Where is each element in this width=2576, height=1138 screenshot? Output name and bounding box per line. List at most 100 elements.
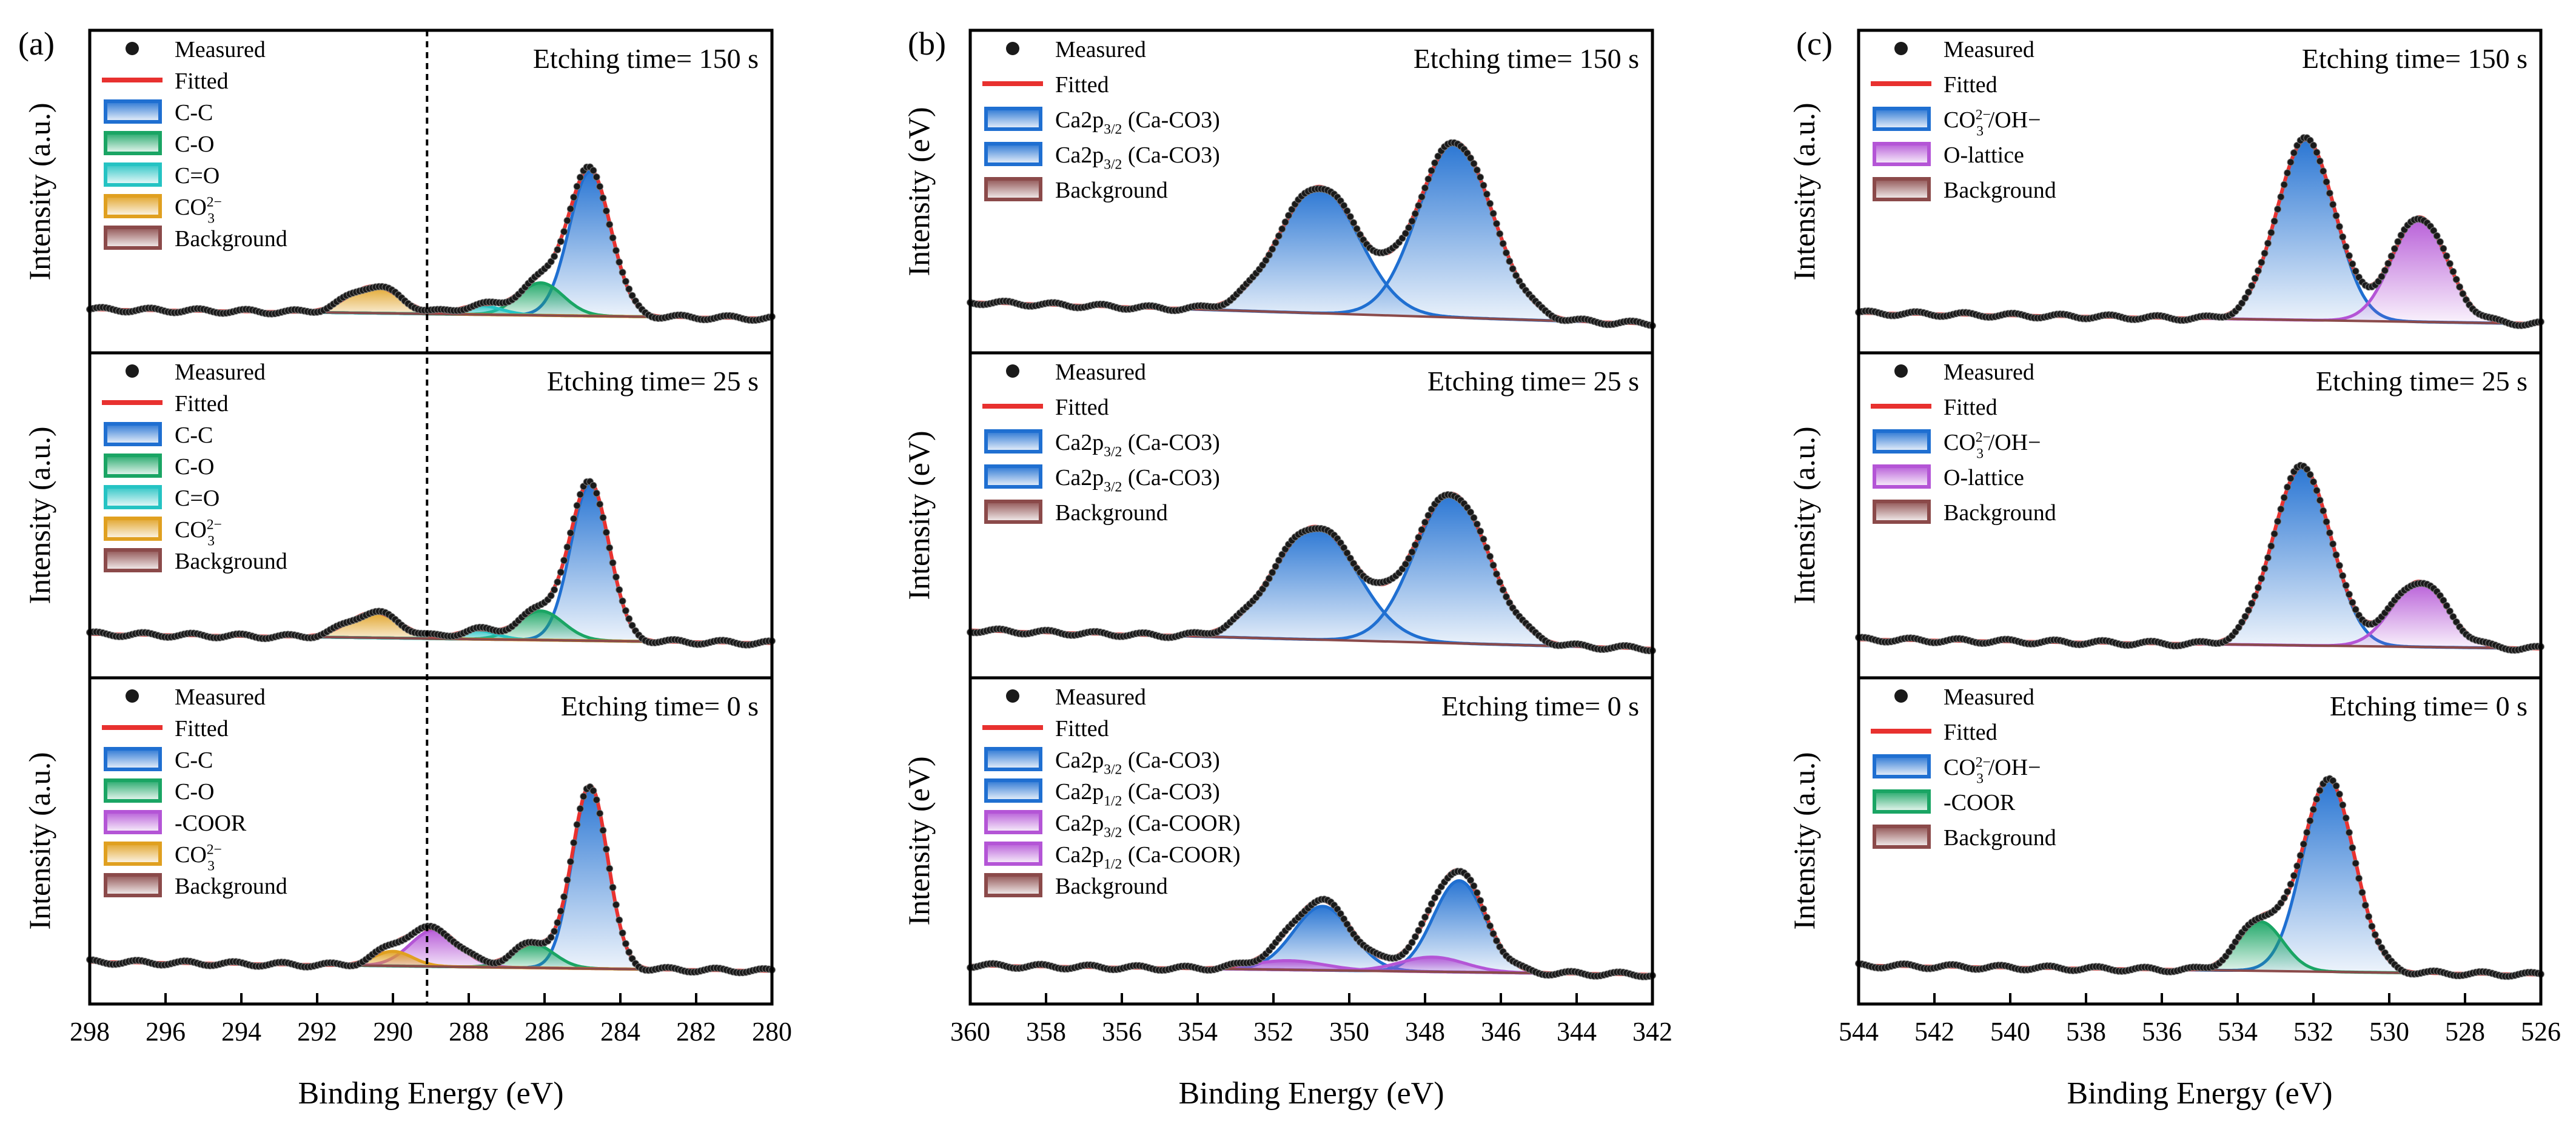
legend-item-c-o: C-O (104, 778, 214, 805)
y-axis-label: Intensity (a.u.) (22, 752, 56, 930)
measured-point (2342, 814, 2350, 822)
measured-point (2332, 551, 2340, 559)
x-axis-label: Binding Energy (eV) (298, 1076, 563, 1111)
measured-point (596, 809, 604, 817)
measured-point (1281, 218, 1289, 226)
measured-point (547, 258, 555, 266)
x-tick-label: 528 (2445, 1017, 2485, 1046)
measured-point (551, 928, 558, 936)
measured-point (1421, 518, 1429, 526)
measured-point (1421, 913, 1429, 921)
legend-item-fitted: Fitted (1871, 72, 1997, 98)
measured-point (2277, 899, 2285, 907)
measured-point (2284, 483, 2292, 491)
subplot-title: Etching time= 150 s (2302, 43, 2527, 74)
measured-point (563, 543, 571, 551)
measured-point (1480, 535, 1488, 543)
measured-point (2394, 238, 2402, 246)
measured-point (573, 501, 581, 509)
measured-point (547, 592, 555, 600)
measured-point (592, 489, 600, 497)
measured-point (2310, 478, 2317, 486)
legend-label: Ca2p3/2 (Ca-CO3) (1055, 107, 1220, 138)
measured-point (2270, 530, 2278, 538)
measured-point (2303, 466, 2311, 474)
measured-point (1411, 933, 1419, 941)
legend-marker (1006, 42, 1019, 55)
legend-label: Measured (1055, 360, 1146, 385)
measured-point (563, 216, 571, 224)
legend-item-fitted: Fitted (102, 69, 229, 94)
legend-label: CO2− 3/OH− (1944, 755, 2041, 787)
panel-a: (a) Etching time= 150 s Measured Fitted C-C C… (18, 25, 792, 1111)
measured-point (2345, 252, 2353, 259)
measured-point (551, 252, 558, 260)
measured-point (1405, 943, 1413, 951)
x-tick-label: 354 (1178, 1017, 1218, 1046)
measured-point (2280, 894, 2288, 902)
measured-point (2378, 273, 2386, 281)
legend-label: Background (175, 549, 287, 574)
legend-label: Ca2p1/2 (Ca-COOR) (1055, 842, 1241, 872)
measured-point (1480, 181, 1488, 189)
legend-label: Fitted (1944, 395, 1997, 420)
measured-point (576, 805, 584, 812)
measured-point (1408, 939, 1416, 946)
legend-label: CO2− 3 (175, 842, 222, 874)
component-coor-fill (90, 929, 772, 971)
measured-point (2440, 245, 2447, 252)
measured-points (1855, 775, 2544, 980)
measured-point (2352, 267, 2360, 275)
measured-point (1489, 210, 1497, 218)
measured-point (2261, 564, 2269, 572)
subplot-title: Etching time= 25 s (1427, 366, 1639, 397)
measured-point (2238, 300, 2246, 307)
legend-swatch (104, 810, 162, 834)
y-axis-label: Intensity (a.u.) (22, 427, 56, 604)
legend-item-measured: Measured (1006, 684, 1146, 710)
legend-item-o-lattice: O-lattice (1873, 464, 2024, 490)
measured-point (2303, 829, 2311, 836)
measured-point (2352, 859, 2360, 867)
legend-item-o-lattice: O-lattice (1873, 142, 2024, 168)
x-tick-label: 356 (1102, 1017, 1142, 1046)
legend-label: CO2− 3/OH− (1944, 107, 2041, 139)
legend-label: Measured (1944, 684, 2034, 710)
subplot-title: Etching time= 25 s (547, 366, 759, 397)
measured-point (2375, 938, 2383, 946)
measured-point (2433, 232, 2441, 239)
measured-point (1356, 231, 1364, 238)
measured-point (1418, 193, 1426, 201)
legend-label: Measured (175, 684, 266, 710)
measured-point (2361, 902, 2369, 909)
legend-item-measured: Measured (1894, 37, 2034, 62)
measured-point (1415, 202, 1423, 210)
legend-swatch (984, 842, 1042, 866)
measured-point (1486, 199, 1494, 207)
measured-point (2241, 294, 2249, 302)
measured-point (2449, 613, 2457, 621)
x-tick-label: 526 (2521, 1017, 2561, 1046)
legend-label: O-lattice (1944, 142, 2024, 168)
y-axis-label: Intensity (eV) (902, 756, 936, 925)
component-ca2p3-2-ca-co3-fill (970, 494, 1652, 649)
measured-point (2310, 806, 2317, 814)
x-tick-label: 294 (221, 1017, 261, 1046)
y-axis-label-text: Intensity (eV) (902, 107, 936, 276)
measured-point (1512, 272, 1520, 279)
measured-point (619, 269, 626, 276)
y-axis-label: Intensity (a.u.) (1787, 752, 1821, 930)
measured-point (2264, 554, 2272, 561)
measured-point (1434, 152, 1442, 160)
legend-label: C-C (175, 748, 213, 773)
legend: Measured Fitted CO2− 3/OH− O-lattice Backgrou… (1871, 37, 2056, 203)
measured-point (1343, 920, 1351, 928)
measured-point (2287, 880, 2295, 888)
measured-point (2319, 507, 2327, 515)
x-tick-label: 360 (950, 1017, 990, 1046)
legend-swatch (1873, 107, 1931, 131)
measured-point (2355, 874, 2363, 882)
legend-label: Ca2p3/2 (Ca-CO3) (1055, 430, 1220, 460)
measured-point (602, 529, 610, 537)
measured-point (570, 515, 578, 523)
